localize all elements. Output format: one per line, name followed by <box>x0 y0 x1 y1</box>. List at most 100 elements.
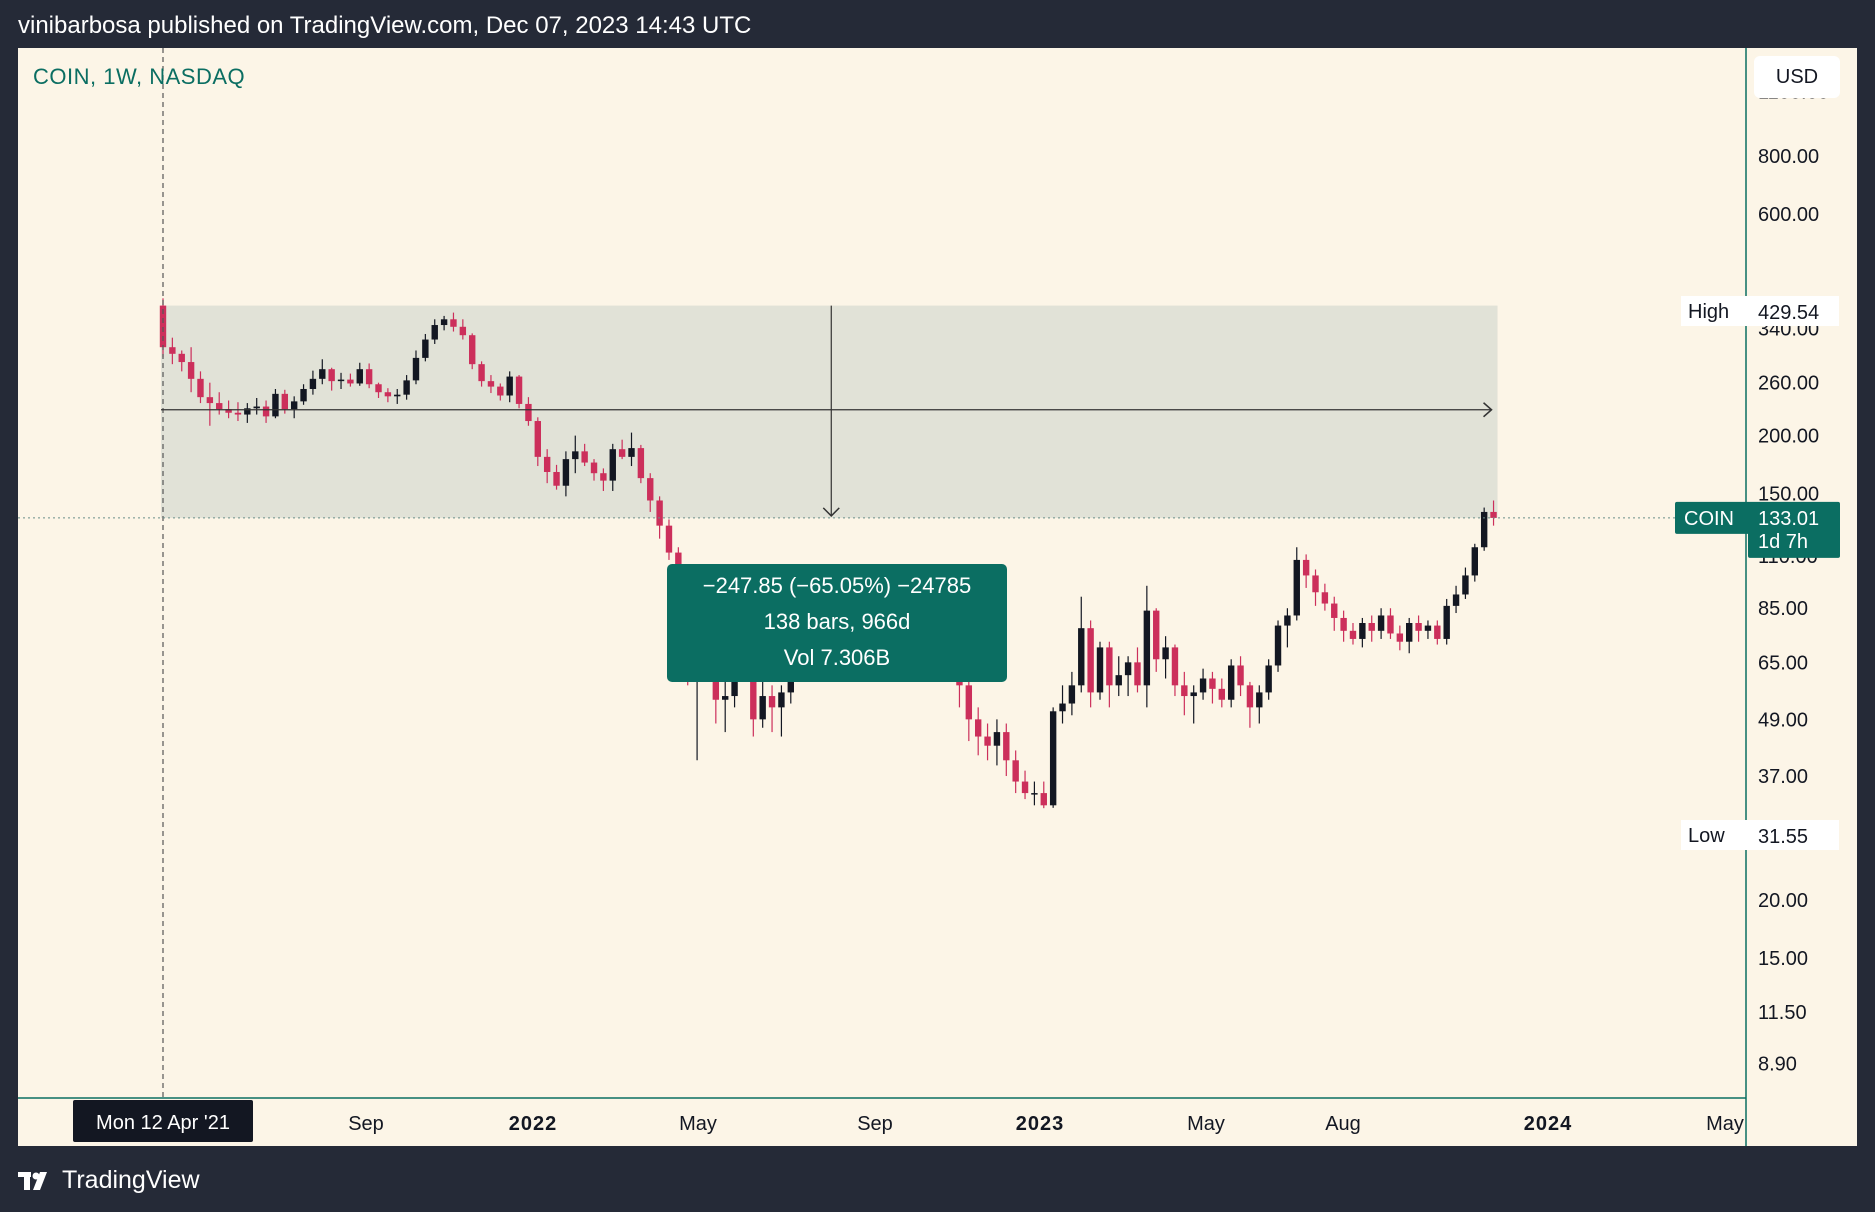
candle-body <box>506 376 513 396</box>
candle-body <box>1143 610 1151 686</box>
candle-body <box>543 456 551 472</box>
chart-panel[interactable]: 1100.00800.00600.00340.00260.00200.00150… <box>18 48 1857 1146</box>
candle-body <box>1434 625 1441 639</box>
candle-body <box>1443 605 1450 639</box>
chart-canvas[interactable]: 1100.00800.00600.00340.00260.00200.00150… <box>18 48 1857 1146</box>
candle-body <box>1387 615 1394 634</box>
candle-body <box>1302 559 1310 576</box>
candle-body <box>1068 685 1076 704</box>
candle-body <box>328 369 335 382</box>
time-axis[interactable]: Sep 2022 May Sep 2023 May Aug 2024 May Mon 12 Apr… <box>73 1100 1744 1142</box>
time-tick-label: 2024 <box>1524 1113 1573 1135</box>
candle-body <box>534 421 541 457</box>
candle-body <box>206 397 214 404</box>
candle-body <box>1171 647 1179 686</box>
candle-body <box>319 369 326 379</box>
tradingview-logo[interactable]: TradingView <box>18 1166 200 1195</box>
measure-arrowhead-right <box>1483 402 1493 418</box>
candle-body <box>1452 594 1460 606</box>
candle-body <box>1040 793 1047 806</box>
brand-name: TradingView <box>62 1166 200 1194</box>
candle-body <box>1331 603 1338 618</box>
last-price-countdown: 1d 7h <box>1758 531 1808 553</box>
candle-body <box>1246 685 1254 708</box>
price-tick-label: 150.00 <box>1758 484 1819 506</box>
candle-body <box>1406 623 1413 642</box>
candle-body <box>1078 628 1085 686</box>
time-tick-label: 2022 <box>509 1113 558 1135</box>
candle-body <box>1490 511 1497 518</box>
candle-body <box>1181 685 1188 697</box>
candle-body <box>347 379 354 384</box>
price-tick-label: 49.00 <box>1758 709 1808 731</box>
candle-body <box>1293 559 1300 616</box>
candle-body <box>581 451 588 463</box>
bottom-bar: TradingView <box>0 1146 1875 1212</box>
candle-body <box>768 696 776 708</box>
candle-body <box>1031 793 1038 795</box>
candle-body <box>656 500 663 526</box>
crosshair-date-label: Mon 12 Apr '21 <box>96 1112 230 1134</box>
candle-body <box>337 379 345 382</box>
candle-body <box>1209 678 1216 689</box>
candle-body <box>759 696 766 720</box>
measure-range-box[interactable] <box>161 305 1498 518</box>
candle-body <box>572 451 579 460</box>
candle-body <box>300 388 307 402</box>
candle-body <box>1424 625 1432 631</box>
price-tick-label: 260.00 <box>1758 373 1819 395</box>
candle-body <box>262 406 270 417</box>
candle-body <box>178 353 185 363</box>
candle-body <box>197 378 204 398</box>
candle-body <box>234 412 242 415</box>
time-tick-label: Sep <box>348 1113 384 1135</box>
candle-body <box>974 719 982 737</box>
candle-body <box>469 335 476 365</box>
candle-body <box>1003 732 1010 761</box>
candle-body <box>1274 625 1282 666</box>
candle-body <box>187 362 195 379</box>
candle-body <box>637 448 645 479</box>
candle-body <box>1012 760 1019 782</box>
candle-body <box>459 326 467 336</box>
price-tick-label: 37.00 <box>1758 766 1808 788</box>
candle-body <box>618 449 626 457</box>
last-price-value: 133.01 <box>1758 508 1819 530</box>
candle-body <box>1115 675 1122 686</box>
price-tick-label: 800.00 <box>1758 146 1819 168</box>
time-tick-label: May <box>1706 1113 1744 1135</box>
currency-button[interactable]: USD <box>1754 56 1840 98</box>
candle-body <box>665 525 673 553</box>
candle-body <box>1227 665 1235 700</box>
candle-body <box>1096 647 1104 693</box>
candle-body <box>1021 781 1029 794</box>
candle-body <box>1190 692 1197 697</box>
candle-body <box>290 401 298 410</box>
candle-body <box>1256 692 1263 708</box>
candle-body <box>356 369 363 384</box>
candle-body <box>1480 511 1488 548</box>
candle-body <box>487 381 495 387</box>
candle-body <box>169 347 176 354</box>
time-tick-label: May <box>1187 1113 1225 1135</box>
candle-body <box>478 364 485 382</box>
low-marker-label: Low <box>1688 825 1725 847</box>
last-price-symbol-tag <box>1675 501 1751 534</box>
time-tick-label: 2023 <box>1016 1113 1065 1135</box>
candle-body <box>384 392 392 397</box>
candle-body <box>1471 547 1478 576</box>
crosshair-date-badge <box>73 1100 253 1142</box>
candle-body <box>375 384 382 393</box>
price-tick-label: 20.00 <box>1758 890 1808 912</box>
measure-change: −247.85 (−65.05%) −24785 <box>702 573 972 598</box>
candle-body <box>590 462 598 474</box>
high-marker-badge <box>1681 296 1839 326</box>
candle-body <box>216 403 223 410</box>
candle-body <box>1312 575 1319 593</box>
measure-volume: Vol 7.306B <box>783 645 891 670</box>
candle-body <box>1049 711 1057 806</box>
candle-body <box>412 357 420 381</box>
candle-body <box>628 448 635 457</box>
candle-body <box>1349 630 1357 639</box>
